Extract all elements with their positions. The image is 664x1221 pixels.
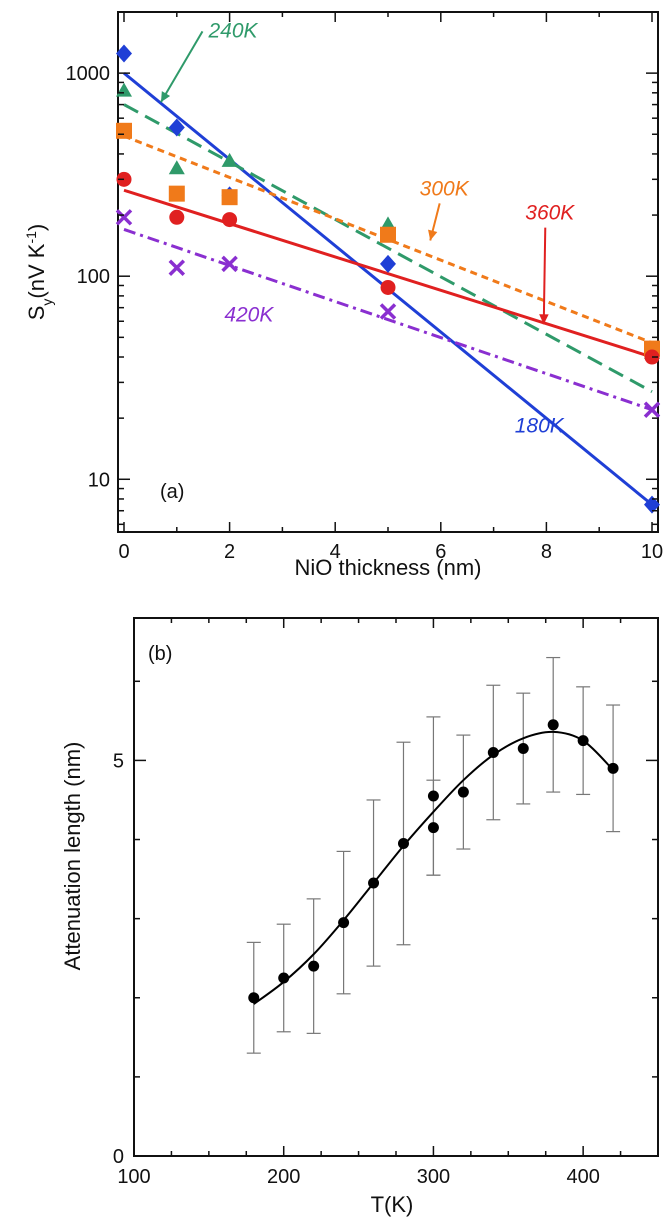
- panel-b-points: [248, 719, 619, 1004]
- a-ytick-label-1000: 1000: [66, 63, 111, 85]
- b-point-11: [547, 719, 559, 731]
- point-420k-2: [221, 255, 238, 273]
- fit-curve: [253, 730, 614, 1005]
- panel-a-y-label-rest: (nV K: [24, 243, 49, 298]
- panel-a-y-label-close: ): [24, 224, 49, 231]
- b-point-6: [427, 822, 439, 834]
- panel-a-x-axis-label: NiO thickness (nm): [294, 555, 481, 580]
- b-point-1: [278, 972, 290, 984]
- annotation-arrow-240k: [160, 30, 204, 103]
- a-ytick-label-10: 10: [88, 469, 110, 491]
- panel-b-y-ticks: 05: [113, 680, 658, 1168]
- point-360k-2: [222, 212, 238, 228]
- plot-b-frame: [133, 617, 659, 1157]
- panel-b-y-axis-label: Attenuation length (nm): [60, 742, 85, 971]
- fit-line-240k: [123, 103, 653, 393]
- panel-a: 0 2 4 6 8 10 10 100 1000 240K 300K 360K 420K 180K (…: [23, 11, 663, 580]
- fit-line-420k: [123, 227, 653, 412]
- b-point-2: [308, 960, 320, 972]
- panel-b-error-bars: [246, 656, 621, 1054]
- b-xtick-label-400: 400: [566, 1166, 599, 1188]
- point-240k-2: [221, 152, 238, 167]
- a-xtick-label-4: 4: [330, 541, 341, 563]
- annotation-arrowhead-240k: [160, 91, 171, 103]
- panel-a-y-label-sup: -1: [23, 231, 39, 244]
- b-point-5: [397, 837, 409, 849]
- b-point-0: [248, 992, 260, 1004]
- b-point-4: [368, 877, 380, 889]
- panel-b-x-axis-label: T(K): [371, 1192, 414, 1217]
- b-xtick-label-200: 200: [267, 1166, 300, 1188]
- panel-b-label: (b): [148, 643, 172, 665]
- point-420k-3: [379, 303, 397, 320]
- annotation-arrowhead-360k: [539, 314, 549, 325]
- point-300k-0: [116, 122, 132, 139]
- annotation-360k: 360K: [525, 202, 575, 225]
- point-360k-3: [380, 279, 396, 295]
- panel-a-label: (a): [160, 481, 184, 503]
- panel-a-y-axis-label: Sy(nV K-1): [23, 224, 55, 321]
- panel-b-x-ticks: 100 200 300 400: [117, 618, 659, 1188]
- panel-a-annotations: 240K 300K 360K 420K 180K: [160, 19, 575, 437]
- a-xtick-label-6: 6: [435, 541, 446, 563]
- panel-a-y-label-sub: y: [39, 299, 55, 306]
- b-point-7: [427, 790, 439, 802]
- point-180k-4: [644, 495, 660, 514]
- b-point-8: [457, 786, 469, 798]
- point-300k-2: [221, 189, 238, 206]
- annotation-420k: 420K: [224, 303, 274, 326]
- panel-b-fit-curve: [253, 730, 614, 1005]
- panel-b: 100 200 300 400 05 (b) T(K) Attenuation len…: [60, 617, 659, 1217]
- point-420k-4: [643, 401, 661, 418]
- point-300k-3: [380, 226, 396, 243]
- b-xtick-label-300: 300: [417, 1166, 450, 1188]
- b-point-12: [577, 735, 589, 747]
- annotation-arrow-360k: [542, 227, 547, 325]
- b-ytick-label-0: 0: [113, 1146, 124, 1168]
- point-420k-1: [168, 259, 186, 277]
- panel-a-points: [115, 44, 661, 514]
- annotation-arrowhead-300k: [428, 229, 438, 241]
- b-ytick-label-5: 5: [113, 750, 124, 772]
- annotation-180k: 180K: [515, 414, 565, 437]
- point-180k-3: [380, 254, 396, 273]
- point-360k-1: [169, 209, 185, 225]
- point-180k-1: [168, 118, 185, 137]
- a-xtick-label-10: 10: [641, 541, 663, 563]
- a-xtick-label-2: 2: [224, 541, 235, 563]
- b-xtick-label-100: 100: [117, 1166, 150, 1188]
- fit-line-300k: [123, 134, 653, 345]
- annotation-300k: 300K: [420, 177, 470, 200]
- point-180k-0: [116, 44, 132, 63]
- b-point-10: [517, 743, 529, 755]
- point-300k-1: [168, 185, 185, 202]
- a-xtick-label-0: 0: [118, 541, 129, 563]
- panel-a-y-label-main: S: [24, 306, 49, 321]
- b-point-13: [607, 762, 619, 774]
- point-240k-1: [168, 160, 185, 175]
- panel-a-y-ticks: 10 100 1000: [66, 11, 658, 526]
- annotation-240k: 240K: [207, 19, 258, 42]
- a-ytick-label-100: 100: [77, 266, 110, 288]
- b-point-3: [338, 917, 350, 929]
- a-xtick-label-8: 8: [541, 541, 552, 563]
- fit-line-360k: [123, 188, 653, 359]
- point-420k-0: [115, 209, 133, 226]
- b-point-9: [487, 747, 499, 758]
- panel-a-x-ticks: 0 2 4 6 8 10: [118, 12, 663, 563]
